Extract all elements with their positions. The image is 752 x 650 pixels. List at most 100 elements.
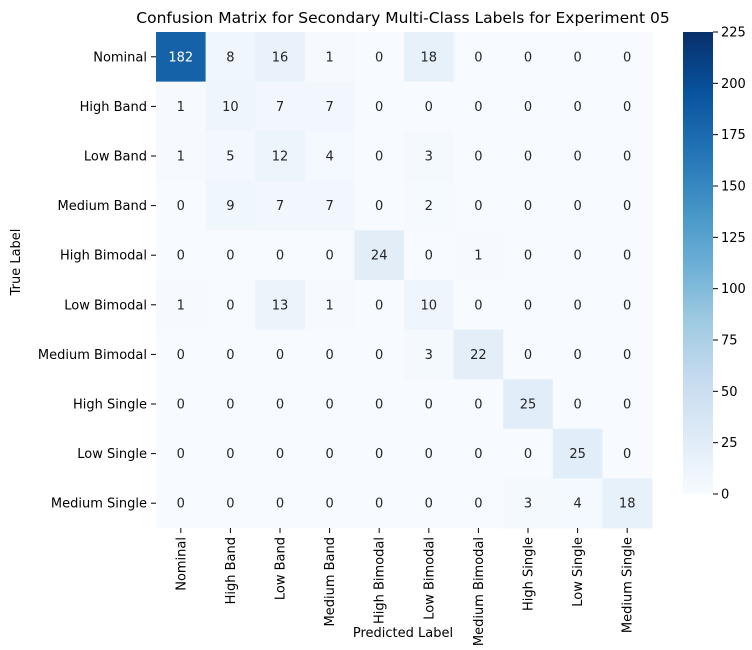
cell-value-r0-c6: 0 (474, 50, 482, 65)
cell-r6-c4 (354, 329, 405, 380)
cell-value-r0-c7: 0 (524, 50, 532, 65)
cell-r4-c3 (304, 230, 355, 281)
colorbar: 0 25 50 75 100 125 150 175 200 225 (683, 26, 746, 503)
cell-r2-c5 (404, 131, 454, 182)
cell-r2-c4 (354, 131, 405, 182)
cell-value-r4-c4: 24 (371, 249, 388, 264)
cell-r6-c0 (156, 329, 206, 380)
cell-r2-c7 (503, 131, 554, 182)
cell-r9-c7 (503, 478, 554, 529)
cell-value-r9-c5: 0 (425, 497, 433, 512)
x-tick-label-4: High Bimodal (373, 537, 388, 624)
cell-r3-c9 (602, 180, 653, 231)
cell-r0-c3 (304, 32, 355, 82)
cell-value-r4-c9: 0 (623, 249, 631, 264)
cell-r5-c6 (453, 280, 504, 330)
y-tick-label-6: Medium Bimodal (38, 348, 147, 363)
cell-r4-c5 (404, 230, 454, 281)
cell-r4-c1 (205, 230, 256, 281)
cell-value-r6-c9: 0 (623, 348, 631, 363)
cell-r9-c0 (156, 478, 206, 529)
cell-r7-c3 (304, 379, 355, 430)
cell-r7-c5 (404, 379, 454, 430)
cell-r1-c6 (453, 81, 504, 132)
cell-r8-c5 (404, 428, 454, 479)
cell-r1-c3 (304, 81, 355, 132)
cell-value-r5-c9: 0 (623, 298, 631, 313)
cell-value-r3-c8: 0 (573, 199, 581, 214)
cell-value-r6-c6: 22 (470, 348, 487, 363)
cell-r4-c7 (503, 230, 554, 281)
cell-r4-c6 (453, 230, 504, 281)
cell-r0-c1 (205, 32, 256, 82)
cell-value-r2-c9: 0 (623, 150, 631, 165)
cell-r9-c3 (304, 478, 355, 529)
colorbar-tick-label-1: 25 (721, 436, 738, 451)
cell-r1-c9 (602, 81, 653, 132)
cell-r7-c6 (453, 379, 504, 430)
cell-value-r8-c0: 0 (177, 447, 185, 462)
cell-value-r2-c0: 1 (177, 150, 185, 165)
cell-value-r3-c9: 0 (623, 199, 631, 214)
cell-value-r6-c5: 3 (425, 348, 433, 363)
cell-value-r2-c7: 0 (524, 150, 532, 165)
cell-r9-c9 (602, 478, 653, 529)
cell-value-r0-c2: 16 (272, 50, 289, 65)
cell-r1-c8 (552, 81, 603, 132)
cell-value-r3-c1: 9 (226, 199, 234, 214)
cell-value-r9-c0: 0 (177, 497, 185, 512)
cell-r8-c2 (255, 428, 306, 479)
cell-r3-c6 (453, 180, 504, 231)
cell-r7-c2 (255, 379, 306, 430)
cell-value-r5-c3: 1 (325, 298, 333, 313)
colorbar-tick-label-3: 75 (721, 334, 738, 349)
cell-value-r6-c0: 0 (177, 348, 185, 363)
cell-value-r2-c2: 12 (272, 150, 289, 165)
cell-value-r6-c2: 0 (276, 348, 284, 363)
cell-r3-c3 (304, 180, 355, 231)
cell-value-r5-c5: 10 (421, 298, 438, 313)
cell-r5-c2 (255, 280, 306, 330)
cell-value-r9-c8: 4 (573, 497, 581, 512)
cell-value-r7-c3: 0 (325, 398, 333, 413)
colorbar-tick-label-0: 0 (721, 488, 729, 503)
cell-value-r8-c2: 0 (276, 447, 284, 462)
cell-r9-c4 (354, 478, 405, 529)
cell-value-r8-c3: 0 (325, 447, 333, 462)
cell-value-r2-c8: 0 (573, 150, 581, 165)
cell-value-r8-c9: 0 (623, 447, 631, 462)
cell-value-r8-c7: 0 (524, 447, 532, 462)
cell-r7-c7 (503, 379, 554, 430)
cell-r2-c3 (304, 131, 355, 182)
cell-r7-c8 (552, 379, 603, 430)
cell-r3-c0 (156, 180, 206, 231)
x-axis-label: Predicted Label (353, 626, 453, 641)
y-tick-label-3: Medium Band (58, 199, 148, 214)
cell-value-r5-c1: 0 (226, 298, 234, 313)
cell-value-r7-c0: 0 (177, 398, 185, 413)
x-tick-label-6: Medium Bimodal (472, 537, 487, 646)
colorbar-tick-label-8: 200 (721, 77, 746, 92)
cell-r2-c9 (602, 131, 653, 182)
cell-r8-c8 (552, 428, 603, 479)
cell-r6-c6 (453, 329, 504, 380)
cell-value-r4-c5: 0 (425, 249, 433, 264)
cell-value-r1-c9: 0 (623, 100, 631, 115)
cell-value-r1-c2: 7 (276, 100, 284, 115)
cell-value-r9-c6: 0 (474, 497, 482, 512)
colorbar-tick-label-7: 175 (721, 128, 746, 143)
cell-r7-c0 (156, 379, 206, 430)
cell-value-r0-c0: 182 (168, 50, 193, 65)
cell-r9-c5 (404, 478, 454, 529)
cell-value-r0-c3: 1 (325, 50, 333, 65)
cell-r8-c3 (304, 428, 355, 479)
cell-value-r1-c5: 0 (425, 100, 433, 115)
cell-r9-c6 (453, 478, 504, 529)
cell-value-r7-c4: 0 (375, 398, 383, 413)
cell-r3-c5 (404, 180, 454, 231)
cell-value-r6-c3: 0 (325, 348, 333, 363)
cell-r3-c1 (205, 180, 256, 231)
cell-r2-c8 (552, 131, 603, 182)
cell-value-r1-c3: 7 (325, 100, 333, 115)
